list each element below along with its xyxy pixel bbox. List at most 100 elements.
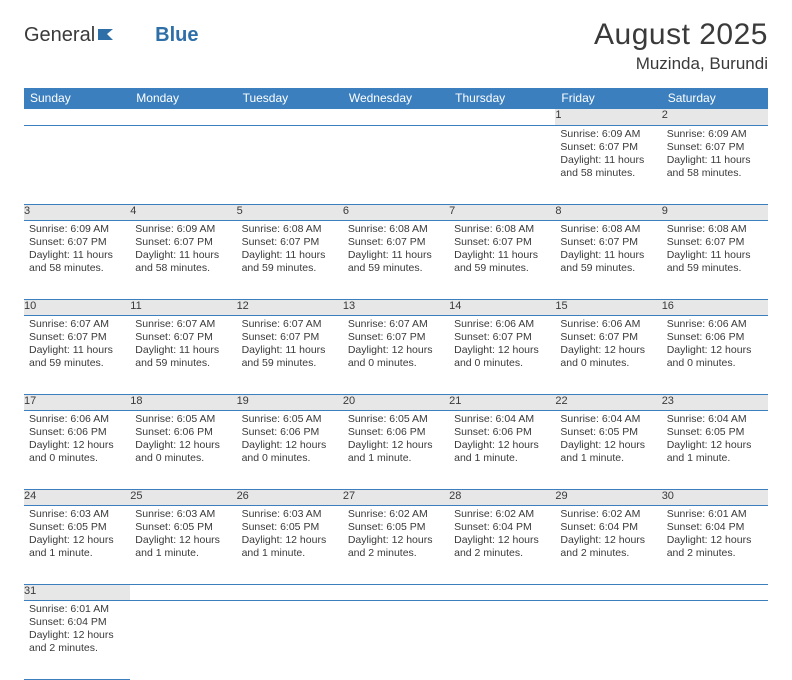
- day-info-cell: Sunrise: 6:08 AMSunset: 6:07 PMDaylight:…: [662, 220, 768, 299]
- day-info-cell: Sunrise: 6:04 AMSunset: 6:05 PMDaylight:…: [662, 410, 768, 489]
- daylight-text: and 58 minutes.: [560, 167, 656, 180]
- day-info-cell: [343, 125, 449, 204]
- day-number-cell: 28: [449, 489, 555, 505]
- day-info-cell: Sunrise: 6:09 AMSunset: 6:07 PMDaylight:…: [130, 220, 236, 299]
- day-info-cell: Sunrise: 6:09 AMSunset: 6:07 PMDaylight:…: [24, 220, 130, 299]
- day-number-cell: 1: [555, 109, 661, 125]
- daylight-text: Daylight: 12 hours: [348, 439, 444, 452]
- sunrise-text: Sunrise: 6:07 AM: [29, 318, 125, 331]
- day-info-cell: [237, 125, 343, 204]
- day-info-cell: Sunrise: 6:07 AMSunset: 6:07 PMDaylight:…: [343, 315, 449, 394]
- day-number-cell: 29: [555, 489, 661, 505]
- daylight-text: and 59 minutes.: [242, 262, 338, 275]
- day-number-cell: [449, 109, 555, 125]
- day-number-cell: 6: [343, 204, 449, 220]
- sunrise-text: Sunrise: 6:01 AM: [29, 603, 125, 616]
- day-info: Sunrise: 6:08 AMSunset: 6:07 PMDaylight:…: [662, 221, 768, 278]
- day-info-row: Sunrise: 6:06 AM Sunset: 6:06 PM Daylight:…: [24, 410, 768, 489]
- day-info-cell: Sunrise: 6:04 AMSunset: 6:06 PMDaylight:…: [449, 410, 555, 489]
- day-info-cell: Sunrise: 6:03 AMSunset: 6:05 PMDaylight:…: [24, 505, 130, 584]
- day-info: Sunrise: 6:02 AMSunset: 6:05 PMDaylight:…: [343, 506, 449, 563]
- sunset-text: Sunset: 6:07 PM: [454, 331, 550, 344]
- daylight-text: and 1 minute.: [135, 547, 231, 560]
- daylight-text: Daylight: 12 hours: [454, 534, 550, 547]
- day-number-cell: 4: [130, 204, 236, 220]
- sunrise-text: Sunrise: 6:01 AM: [667, 508, 763, 521]
- daylight-text: Daylight: 12 hours: [242, 534, 338, 547]
- title-block: August 2025 Muzinda, Burundi: [594, 18, 768, 74]
- day-info: Sunrise: 6:04 AMSunset: 6:06 PMDaylight:…: [449, 411, 555, 468]
- day-info-row: Sunrise: 6:07 AMSunset: 6:07 PMDaylight:…: [24, 315, 768, 394]
- daylight-text: and 58 minutes.: [135, 262, 231, 275]
- daylight-text: and 1 minute.: [242, 547, 338, 560]
- daylight-text: and 2 minutes.: [29, 642, 125, 655]
- sunrise-text: Sunrise: 6:07 AM: [348, 318, 444, 331]
- sunrise-text: Sunrise: 6:08 AM: [348, 223, 444, 236]
- day-number-cell: 19: [237, 394, 343, 410]
- sunrise-text: Sunrise: 6:05 AM: [242, 413, 338, 426]
- daylight-text: Daylight: 12 hours: [29, 439, 125, 452]
- daylight-text: Daylight: 12 hours: [454, 439, 550, 452]
- sunset-text: Sunset: 6:05 PM: [560, 426, 656, 439]
- weekday-header: Thursday: [449, 88, 555, 109]
- day-number-cell: 2: [662, 109, 768, 125]
- sunrise-text: Sunrise: 6:04 AM: [560, 413, 656, 426]
- sunset-text: Sunset: 6:07 PM: [242, 331, 338, 344]
- sunset-text: Sunset: 6:05 PM: [667, 426, 763, 439]
- sunset-text: Sunset: 6:06 PM: [242, 426, 338, 439]
- sunset-text: Sunset: 6:07 PM: [667, 236, 763, 249]
- day-info-cell: Sunrise: 6:08 AMSunset: 6:07 PMDaylight:…: [343, 220, 449, 299]
- day-number-cell: 15: [555, 299, 661, 315]
- day-number-cell: 16: [662, 299, 768, 315]
- sunset-text: Sunset: 6:07 PM: [667, 141, 763, 154]
- sunrise-text: Sunrise: 6:08 AM: [242, 223, 338, 236]
- sunrise-text: Sunrise: 6:06 AM: [29, 413, 125, 426]
- daylight-text: and 59 minutes.: [454, 262, 550, 275]
- day-number-cell: [449, 584, 555, 600]
- day-info: Sunrise: 6:03 AMSunset: 6:05 PMDaylight:…: [24, 506, 130, 563]
- day-number-cell: 22: [555, 394, 661, 410]
- sunset-text: Sunset: 6:07 PM: [29, 331, 125, 344]
- daylight-text: and 0 minutes.: [667, 357, 763, 370]
- sunset-text: Sunset: 6:04 PM: [454, 521, 550, 534]
- day-number-cell: [24, 109, 130, 125]
- day-number-cell: 27: [343, 489, 449, 505]
- day-info-cell: Sunrise: 6:06 AMSunset: 6:07 PMDaylight:…: [555, 315, 661, 394]
- day-info-cell: [449, 125, 555, 204]
- day-number-cell: [555, 584, 661, 600]
- day-info: Sunrise: 6:05 AMSunset: 6:06 PMDaylight:…: [130, 411, 236, 468]
- daylight-text: Daylight: 11 hours: [560, 154, 656, 167]
- day-number-cell: 24: [24, 489, 130, 505]
- sunrise-text: Sunrise: 6:02 AM: [454, 508, 550, 521]
- daylight-text: and 59 minutes.: [667, 262, 763, 275]
- daylight-text: Daylight: 11 hours: [135, 249, 231, 262]
- sunrise-text: Sunrise: 6:07 AM: [242, 318, 338, 331]
- day-info-cell: Sunrise: 6:05 AMSunset: 6:06 PMDaylight:…: [130, 410, 236, 489]
- daylight-text: Daylight: 12 hours: [560, 534, 656, 547]
- day-info-cell: Sunrise: 6:07 AMSunset: 6:07 PMDaylight:…: [24, 315, 130, 394]
- day-info-cell: Sunrise: 6:07 AMSunset: 6:07 PMDaylight:…: [237, 315, 343, 394]
- sunset-text: Sunset: 6:07 PM: [560, 236, 656, 249]
- day-info: Sunrise: 6:08 AMSunset: 6:07 PMDaylight:…: [555, 221, 661, 278]
- day-number-cell: 21: [449, 394, 555, 410]
- daylight-text: Daylight: 12 hours: [560, 344, 656, 357]
- sunset-text: Sunset: 6:04 PM: [29, 616, 125, 629]
- day-info-cell: Sunrise: 6:04 AMSunset: 6:05 PMDaylight:…: [555, 410, 661, 489]
- day-number-cell: 8: [555, 204, 661, 220]
- day-number-row: 31: [24, 584, 768, 600]
- day-number-cell: 13: [343, 299, 449, 315]
- sunrise-text: Sunrise: 6:02 AM: [560, 508, 656, 521]
- sunrise-text: Sunrise: 6:07 AM: [135, 318, 231, 331]
- sunset-text: Sunset: 6:04 PM: [667, 521, 763, 534]
- weekday-header: Saturday: [662, 88, 768, 109]
- daylight-text: Daylight: 12 hours: [29, 534, 125, 547]
- day-info-cell: Sunrise: 6:03 AMSunset: 6:05 PMDaylight:…: [237, 505, 343, 584]
- weekday-header: Sunday: [24, 88, 130, 109]
- sunrise-text: Sunrise: 6:02 AM: [348, 508, 444, 521]
- daylight-text: and 59 minutes.: [135, 357, 231, 370]
- sunrise-text: Sunrise: 6:05 AM: [348, 413, 444, 426]
- day-info: Sunrise: 6:08 AMSunset: 6:07 PMDaylight:…: [343, 221, 449, 278]
- sunset-text: Sunset: 6:05 PM: [242, 521, 338, 534]
- daylight-text: and 1 minute.: [560, 452, 656, 465]
- day-info: Sunrise: 6:08 AMSunset: 6:07 PMDaylight:…: [237, 221, 343, 278]
